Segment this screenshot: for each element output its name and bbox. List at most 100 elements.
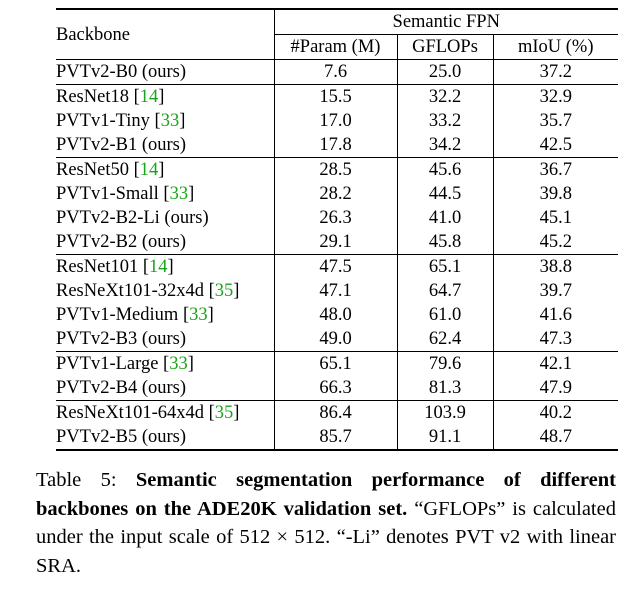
backbone-name: PVTv2-B2-Li (ours) — [56, 208, 209, 228]
citation-link[interactable]: 33 — [169, 184, 189, 204]
citation-link[interactable]: 33 — [169, 354, 188, 374]
citation-link[interactable]: 35 — [214, 403, 234, 423]
gflops-cell: 64.7 — [397, 279, 494, 303]
citation-link[interactable]: 33 — [189, 305, 208, 325]
param-cell: 47.1 — [274, 279, 398, 303]
param-cell: 17.0 — [274, 109, 398, 133]
table-caption: Table 5: Semantic segmentation performan… — [36, 466, 616, 580]
table-row: ResNet101 [14] 47.5 65.1 38.8 — [56, 254, 618, 279]
backbone-name: ResNet50 — [56, 160, 129, 180]
miou-cell: 47.9 — [539, 378, 572, 398]
param-cell: 66.3 — [274, 376, 398, 401]
param-cell: 48.0 — [274, 303, 398, 327]
param-cell: 49.0 — [274, 327, 398, 352]
backbone-name-cell: ResNeXt101-64x4d [35] — [56, 400, 275, 425]
gflops-cell: 34.2 — [397, 133, 494, 158]
backbone-name-cell: ResNet101 [14] — [56, 254, 275, 279]
backbone-name: PVTv2-B2 (ours) — [56, 232, 187, 252]
gflops-cell: 61.0 — [397, 303, 494, 327]
gflops-header: GFLOPs — [397, 34, 494, 60]
table-row: PVTv2-B1 (ours) 17.8 34.2 42.5 — [56, 133, 618, 158]
backbone-name-cell: ResNet50 [14] — [56, 157, 275, 182]
miou-cell: 32.9 — [493, 84, 618, 109]
results-table-container: Backbone Semantic FPN #Param (M) GFLOPs … — [56, 8, 618, 451]
miou-cell: 37.2 — [493, 59, 618, 85]
citation-link[interactable]: 14 — [139, 160, 159, 180]
backbone-name: ResNeXt101-64x4d — [56, 403, 204, 423]
param-cell: 15.5 — [274, 84, 398, 109]
gflops-cell: 32.2 — [397, 84, 494, 109]
backbone-name: PVTv2-B1 (ours) — [56, 135, 187, 155]
table-row: ResNeXt101-32x4d [35] 47.1 64.7 39.7 — [56, 279, 618, 303]
backbone-name-cell: PVTv1-Tiny [33] — [56, 109, 275, 133]
param-cell: 65.1 — [274, 351, 398, 376]
table-row: PVTv1-Large [33] 65.1 79.6 42.1 — [56, 351, 618, 376]
table-row: PVTv2-B2-Li (ours) 26.3 41.0 45.1 — [56, 206, 618, 230]
miou-cell: 39.7 — [539, 281, 572, 301]
semantic-fpn-header: Semantic FPN — [274, 8, 618, 35]
gflops-cell: 44.5 — [397, 182, 494, 206]
caption-bold-text: Semantic segmentation performance of dif… — [36, 469, 616, 520]
backbone-name: PVTv2-B4 (ours) — [56, 378, 187, 398]
table-row: PVTv2-B4 (ours) 66.3 81.3 47.9 — [56, 376, 618, 401]
backbone-name-cell: PVTv2-B5 (ours) — [56, 425, 275, 451]
backbone-name: PVTv1-Tiny — [56, 111, 150, 131]
backbone-name-cell: PVTv2-B2 (ours) — [56, 230, 275, 255]
miou-cell: 41.6 — [539, 305, 572, 325]
gflops-cell: 91.1 — [397, 425, 494, 451]
miou-cell: 42.1 — [493, 351, 618, 376]
backbone-name: PVTv2-B5 (ours) — [56, 427, 187, 447]
citation-link[interactable]: 14 — [139, 87, 159, 107]
miou-cell: 48.7 — [493, 425, 618, 451]
gflops-cell: 65.1 — [397, 254, 494, 279]
table-row: PVTv2-B3 (ours) 49.0 62.4 47.3 — [56, 327, 618, 352]
header-row-columns: #Param (M) GFLOPs mIoU (%) — [56, 34, 618, 60]
table-row: PVTv1-Medium [33] 48.0 61.0 41.6 — [56, 303, 618, 327]
backbone-name: ResNet101 — [56, 257, 139, 277]
gflops-cell: 33.2 — [397, 109, 494, 133]
param-cell: 86.4 — [274, 400, 398, 425]
backbone-name-cell: PVTv1-Small [33] — [56, 182, 275, 206]
backbone-name: PVTv2-B3 (ours) — [56, 329, 187, 349]
gflops-cell: 103.9 — [397, 400, 494, 425]
param-cell: 85.7 — [274, 425, 398, 451]
citation-link[interactable]: 14 — [149, 257, 168, 277]
backbone-name-cell: PVTv2-B0 (ours) — [56, 59, 275, 85]
table-row: PVTv1-Small [33] 28.2 44.5 39.8 — [56, 182, 618, 206]
gflops-cell: 62.4 — [397, 327, 494, 352]
miou-cell: 42.5 — [539, 135, 572, 155]
table-row: PVTv2-B0 (ours) 7.6 25.0 37.2 — [56, 59, 618, 85]
backbone-name: PVTv1-Small — [56, 184, 159, 204]
param-cell: 26.3 — [274, 206, 398, 230]
table-row: PVTv1-Tiny [33] 17.0 33.2 35.7 — [56, 109, 618, 133]
citation-link[interactable]: 33 — [160, 111, 180, 131]
backbone-name-cell: PVTv2-B4 (ours) — [56, 376, 275, 401]
miou-cell: 38.8 — [493, 254, 618, 279]
gflops-cell: 45.6 — [397, 157, 494, 182]
backbone-header: Backbone — [56, 8, 275, 60]
gflops-cell: 45.8 — [397, 230, 494, 255]
header-row-top: Backbone Semantic FPN — [56, 8, 618, 60]
gflops-cell: 79.6 — [397, 351, 494, 376]
table-row: ResNet18 [14] 15.5 32.2 32.9 — [56, 84, 618, 109]
backbone-name: ResNet18 — [56, 87, 129, 107]
param-cell: 7.6 — [274, 59, 398, 85]
param-cell: 29.1 — [274, 230, 398, 255]
param-header: #Param (M) — [274, 34, 398, 60]
backbone-name-cell: PVTv1-Large [33] — [56, 351, 275, 376]
param-cell: 28.2 — [274, 182, 398, 206]
param-cell: 28.5 — [274, 157, 398, 182]
miou-cell: 36.7 — [493, 157, 618, 182]
param-cell: 17.8 — [274, 133, 398, 158]
gflops-cell: 41.0 — [397, 206, 494, 230]
miou-cell: 47.3 — [539, 329, 572, 349]
caption-label: Table 5: — [36, 469, 136, 491]
miou-cell: 35.7 — [539, 111, 572, 131]
table-row: ResNet50 [14] 28.5 45.6 36.7 — [56, 157, 618, 182]
backbone-name: ResNeXt101-32x4d — [56, 281, 204, 301]
table-row: PVTv2-B2 (ours) 29.1 45.8 45.2 — [56, 230, 618, 255]
table-row: PVTv2-B5 (ours) 85.7 91.1 48.7 — [56, 425, 618, 451]
citation-link[interactable]: 35 — [214, 281, 234, 301]
miou-cell: 45.2 — [539, 232, 572, 252]
backbone-name-cell: PVTv2-B3 (ours) — [56, 327, 275, 352]
